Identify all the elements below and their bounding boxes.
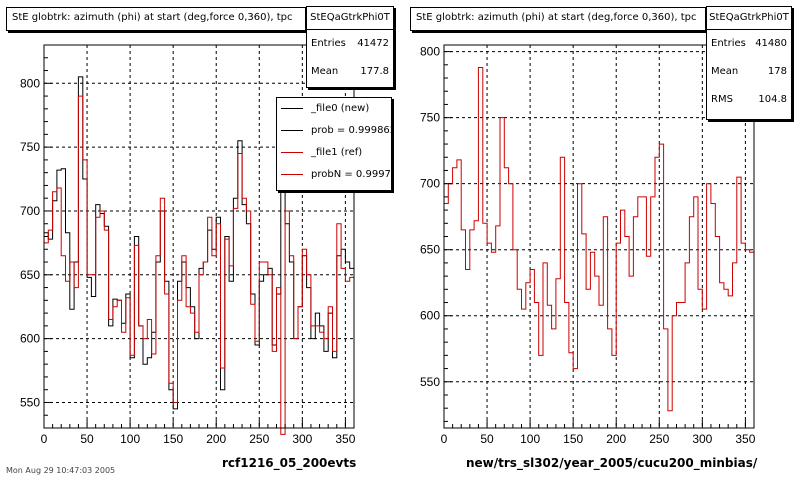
legend-entry: prob = 0.999862 (277, 120, 391, 142)
panel2-stats-mean: Mean 178 (707, 58, 791, 86)
x-tick-label: 250 (649, 432, 669, 446)
stats-label: RMS (711, 94, 733, 105)
panel2-stats-box: StEQaGtrkPhi0T Entries 41480 Mean 178 RM… (706, 6, 792, 120)
y-tick-label: 550 (20, 395, 40, 409)
y-tick-label: 650 (20, 268, 40, 282)
stats-label: Entries (311, 38, 346, 49)
x-tick-label: 100 (120, 432, 140, 446)
x-tick-label: 150 (163, 432, 183, 446)
panel2-stats-rms: RMS 104.8 (707, 86, 791, 114)
x-tick-label: 150 (563, 432, 583, 446)
x-tick-label: 50 (480, 432, 494, 446)
legend-swatch (281, 174, 303, 175)
stats-value: 41480 (755, 38, 787, 49)
x-tick-label: 350 (335, 432, 355, 446)
y-tick-label: 800 (420, 45, 440, 59)
panel1-stats-name: StEQaGtrkPhi0T (307, 7, 393, 30)
stats-value: 178 (767, 66, 787, 77)
panel1-stats-mean: Mean 177.8 (307, 58, 393, 86)
chart-panel-1: 0 50 100 150 200 250 300 350 550 600 650 700 750 800 (20, 44, 356, 446)
panel1-title: StE globtrk: azimuth (phi) at start (deg… (12, 12, 293, 23)
y-tick-label: 650 (420, 243, 440, 257)
legend-entry: _file0 (new) (277, 98, 391, 120)
y-tick-label: 700 (420, 177, 440, 191)
x-tick-label: 50 (80, 432, 94, 446)
panel2-stats-entries: Entries 41480 (707, 30, 791, 58)
panel1-x-axis-title: rcf1216_05_200evts (222, 456, 357, 470)
panel2-title-box: StE globtrk: azimuth (phi) at start (deg… (410, 7, 706, 31)
panel1-legend: _file0 (new) prob = 0.999862 _file1 (ref… (276, 97, 392, 191)
legend-label: _file0 (new) (311, 103, 370, 114)
legend-swatch (281, 152, 303, 153)
stats-value: 104.8 (758, 94, 787, 105)
stats-value: 177.8 (360, 66, 389, 77)
x-tick-label: 300 (692, 432, 712, 446)
x-tick-label: 200 (606, 432, 626, 446)
x-tick-label: 350 (735, 432, 755, 446)
x-tick-label: 100 (520, 432, 540, 446)
stats-value: 41472 (357, 38, 389, 49)
panel1-stats-entries: Entries 41472 (307, 30, 393, 58)
legend-swatch (281, 130, 303, 131)
legend-entry: _file1 (ref) (277, 142, 391, 164)
legend-label: _file1 (ref) (311, 147, 363, 158)
x-tick-label: 300 (292, 432, 312, 446)
stats-label: Mean (311, 66, 339, 77)
y-tick-label: 700 (20, 204, 40, 218)
y-tick-label: 600 (20, 332, 40, 346)
stats-label: Mean (711, 66, 739, 77)
x-tick-label: 250 (249, 432, 269, 446)
stats-label: Entries (711, 38, 746, 49)
panel2-title: StE globtrk: azimuth (phi) at start (deg… (416, 12, 697, 23)
panel1-stats-box: StEQaGtrkPhi0T Entries 41472 Mean 177.8 (306, 6, 394, 88)
panel1-title-box: StE globtrk: azimuth (phi) at start (deg… (6, 7, 306, 31)
chart-panel-2: 0 50 100 150 200 250 300 350 550 600 650 700 750 800 (420, 44, 756, 446)
legend-entry: probN = 0.999751 (277, 164, 391, 186)
x-tick-label: 0 (41, 432, 48, 446)
panel2-x-axis-title: new/trs_sl302/year_2005/cucu200_minbias/ (466, 456, 758, 470)
y-tick-label: 550 (420, 375, 440, 389)
series-line (444, 67, 754, 412)
legend-label: probN = 0.999751 (311, 169, 391, 180)
y-tick-label: 800 (20, 76, 40, 90)
timestamp-footer: Mon Aug 29 10:47:03 2005 (6, 466, 116, 475)
x-tick-label: 0 (441, 432, 448, 446)
y-tick-label: 600 (420, 309, 440, 323)
legend-swatch (281, 108, 303, 109)
x-tick-label: 200 (206, 432, 226, 446)
y-tick-label: 750 (420, 111, 440, 125)
panel2-stats-name: StEQaGtrkPhi0T (707, 7, 791, 30)
series-line (44, 95, 354, 435)
y-tick-label: 750 (20, 140, 40, 154)
legend-label: prob = 0.999862 (311, 125, 392, 136)
